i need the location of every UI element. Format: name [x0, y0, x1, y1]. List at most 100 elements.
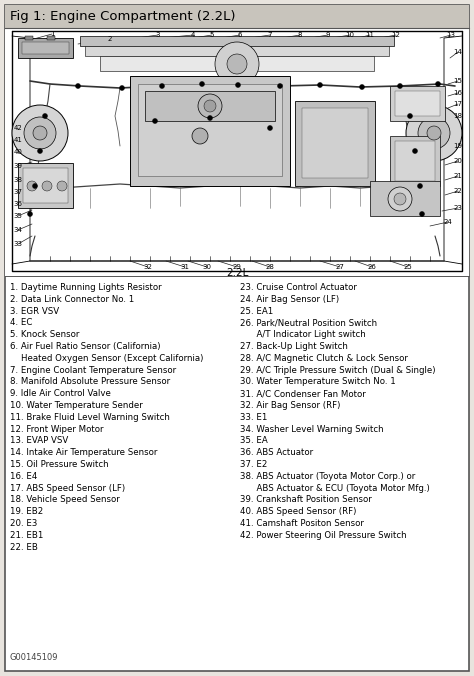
- Text: 27: 27: [336, 264, 345, 270]
- Text: 10: 10: [346, 32, 355, 38]
- Text: 5: 5: [210, 32, 214, 38]
- Text: 14: 14: [454, 49, 463, 55]
- Circle shape: [406, 105, 462, 161]
- Circle shape: [359, 84, 365, 89]
- Text: 32: 32: [144, 264, 153, 270]
- Text: 19. EB2: 19. EB2: [10, 507, 43, 516]
- Text: 38. ABS Actuator (Toyota Motor Corp.) or: 38. ABS Actuator (Toyota Motor Corp.) or: [240, 472, 415, 481]
- Text: 2.2L: 2.2L: [226, 268, 248, 278]
- Text: 40. ABS Speed Sensor (RF): 40. ABS Speed Sensor (RF): [240, 507, 356, 516]
- Text: 1. Daytime Running Lights Resistor: 1. Daytime Running Lights Resistor: [10, 283, 162, 292]
- Text: 25. EA1: 25. EA1: [240, 307, 273, 316]
- Text: 6. Air Fuel Ratio Sensor (California): 6. Air Fuel Ratio Sensor (California): [10, 342, 161, 351]
- Text: 12: 12: [392, 32, 401, 38]
- Circle shape: [192, 128, 208, 144]
- Bar: [85, 46, 389, 56]
- Circle shape: [27, 181, 37, 191]
- Text: 7. Engine Coolant Temperature Sensor: 7. Engine Coolant Temperature Sensor: [10, 366, 176, 375]
- Text: 9. Idle Air Control Valve: 9. Idle Air Control Valve: [10, 389, 111, 398]
- Text: ABS Actuator & ECU (Toyota Motor Mfg.): ABS Actuator & ECU (Toyota Motor Mfg.): [240, 483, 430, 493]
- Text: 27. Back-Up Light Switch: 27. Back-Up Light Switch: [240, 342, 348, 351]
- Circle shape: [418, 183, 422, 189]
- Bar: [295, 101, 375, 186]
- Bar: [395, 141, 435, 181]
- Circle shape: [408, 114, 412, 118]
- Text: 36. ABS Actuator: 36. ABS Actuator: [240, 448, 313, 457]
- Bar: [80, 36, 394, 46]
- Text: 13. EVAP VSV: 13. EVAP VSV: [10, 437, 68, 445]
- Text: G00145109: G00145109: [10, 653, 58, 662]
- Circle shape: [418, 117, 450, 149]
- Text: 28. A/C Magnetic Clutch & Lock Sensor: 28. A/C Magnetic Clutch & Lock Sensor: [240, 354, 408, 363]
- Text: 38: 38: [13, 177, 22, 183]
- Circle shape: [318, 82, 322, 87]
- Bar: [18, 38, 73, 58]
- Text: 1: 1: [50, 31, 54, 37]
- Text: 33: 33: [13, 241, 22, 247]
- Text: 26. Park/Neutral Position Switch: 26. Park/Neutral Position Switch: [240, 318, 377, 327]
- Circle shape: [42, 181, 52, 191]
- Text: 11. Brake Fluid Level Warning Switch: 11. Brake Fluid Level Warning Switch: [10, 413, 170, 422]
- Text: 7: 7: [268, 32, 272, 38]
- Circle shape: [159, 84, 164, 89]
- Bar: [23, 168, 68, 203]
- Text: 23: 23: [454, 205, 463, 211]
- Bar: [100, 56, 374, 71]
- Text: 9: 9: [326, 32, 330, 38]
- Text: 19: 19: [454, 143, 463, 149]
- Text: 22: 22: [454, 188, 462, 194]
- Circle shape: [398, 84, 402, 89]
- Bar: [22, 42, 69, 54]
- Text: 12. Front Wiper Motor: 12. Front Wiper Motor: [10, 425, 103, 433]
- Text: 26: 26: [367, 264, 376, 270]
- Text: 40: 40: [14, 149, 22, 155]
- Bar: [302, 108, 368, 178]
- Circle shape: [427, 126, 441, 140]
- Text: 8. Manifold Absolute Pressure Sensor: 8. Manifold Absolute Pressure Sensor: [10, 377, 170, 387]
- Text: Fig 1: Engine Compartment (2.2L): Fig 1: Engine Compartment (2.2L): [10, 10, 236, 23]
- Text: 39: 39: [13, 163, 22, 169]
- Text: 20: 20: [454, 158, 463, 164]
- Text: 33. E1: 33. E1: [240, 413, 267, 422]
- Circle shape: [412, 149, 418, 153]
- Circle shape: [75, 84, 81, 89]
- Text: 16: 16: [454, 90, 463, 96]
- Circle shape: [419, 212, 425, 216]
- Circle shape: [33, 183, 37, 189]
- Text: 15. Oil Pressure Switch: 15. Oil Pressure Switch: [10, 460, 109, 469]
- Text: 13: 13: [447, 32, 456, 38]
- Circle shape: [208, 116, 212, 120]
- Bar: [130, 76, 290, 186]
- Text: 17. ABS Speed Sensor (LF): 17. ABS Speed Sensor (LF): [10, 483, 125, 493]
- Circle shape: [153, 118, 157, 124]
- Text: Heated Oxygen Sensor (Except California): Heated Oxygen Sensor (Except California): [10, 354, 203, 363]
- Text: 6: 6: [238, 32, 242, 38]
- Text: 5. Knock Sensor: 5. Knock Sensor: [10, 330, 79, 339]
- Circle shape: [37, 149, 43, 153]
- Circle shape: [198, 94, 222, 118]
- Text: 10. Water Temperature Sender: 10. Water Temperature Sender: [10, 401, 143, 410]
- Text: 18: 18: [454, 113, 463, 119]
- Text: 16. E4: 16. E4: [10, 472, 37, 481]
- Circle shape: [119, 85, 125, 91]
- Text: 42: 42: [14, 125, 22, 131]
- Bar: [18, 163, 73, 208]
- Text: 3. EGR VSV: 3. EGR VSV: [10, 307, 59, 316]
- Bar: [47, 36, 55, 40]
- Circle shape: [43, 114, 47, 118]
- Circle shape: [267, 126, 273, 130]
- Text: 36: 36: [13, 201, 22, 207]
- Text: 25: 25: [404, 264, 412, 270]
- Text: 35: 35: [14, 213, 22, 219]
- Text: 31: 31: [181, 264, 190, 270]
- Text: 35. EA: 35. EA: [240, 437, 268, 445]
- Circle shape: [33, 126, 47, 140]
- Bar: [390, 136, 440, 186]
- Circle shape: [436, 82, 440, 87]
- Text: 3: 3: [156, 32, 160, 38]
- Circle shape: [394, 193, 406, 205]
- Text: 2: 2: [108, 36, 112, 42]
- Text: 21: 21: [454, 173, 463, 179]
- Text: 2. Data Link Connector No. 1: 2. Data Link Connector No. 1: [10, 295, 134, 304]
- Text: 23. Cruise Control Actuator: 23. Cruise Control Actuator: [240, 283, 357, 292]
